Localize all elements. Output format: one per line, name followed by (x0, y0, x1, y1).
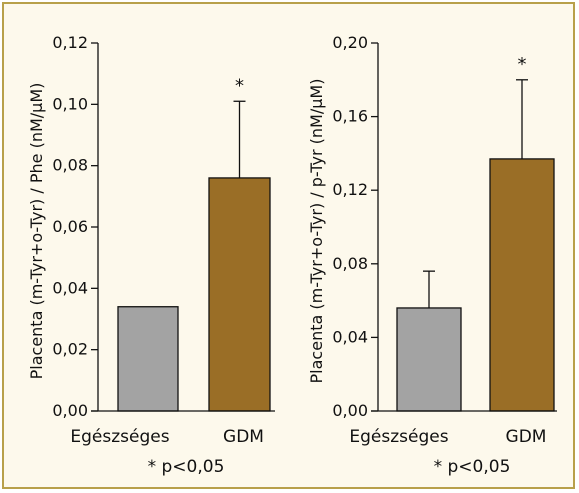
y-tick-label: 0,10 (52, 94, 88, 113)
y-axis-label: Placenta (m-Tyr+o-Tyr) / p-Tyr (nM/µM) (307, 79, 326, 384)
y-tick-label: 0,12 (52, 33, 88, 52)
y-tick-label: 0,00 (332, 401, 368, 420)
category-label: Egészséges (70, 427, 169, 447)
significance-marker: * (518, 54, 527, 75)
y-tick-label: 0,06 (52, 217, 88, 236)
bar-gdm (489, 158, 555, 412)
bar-egeszseges (117, 306, 179, 412)
category-label: GDM (506, 427, 547, 447)
y-tick-label: 0,16 (332, 107, 368, 126)
y-tick-label: 0,04 (52, 278, 88, 297)
bar-gdm (208, 177, 271, 412)
y-tick-label: 0,00 (52, 401, 88, 420)
y-tick-label: 0,20 (332, 33, 368, 52)
bar-egeszseges (396, 307, 462, 412)
significance-footnote: * p<0,05 (148, 457, 225, 477)
y-tick-label: 0,04 (332, 327, 368, 346)
category-label: Egészséges (349, 427, 448, 447)
significance-footnote: * p<0,05 (434, 457, 511, 477)
category-label: GDM (223, 427, 264, 447)
significance-marker: * (235, 75, 244, 96)
y-tick-label: 0,02 (52, 340, 88, 359)
y-tick-label: 0,12 (332, 180, 368, 199)
y-tick-label: 0,08 (332, 254, 368, 273)
y-axis-label: Placenta (m-Tyr+o-Tyr) / Phe (nM/µM) (27, 83, 46, 380)
y-tick-label: 0,08 (52, 156, 88, 175)
